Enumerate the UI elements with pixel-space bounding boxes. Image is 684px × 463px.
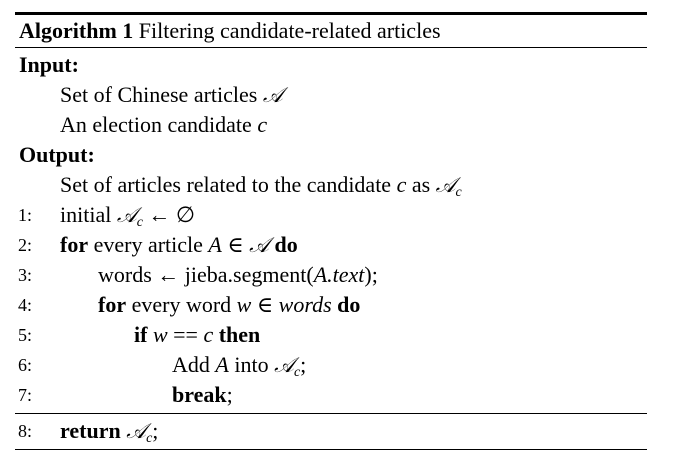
top-rule bbox=[15, 12, 647, 15]
step-8: 8: return 𝒜c; bbox=[18, 418, 159, 446]
input-item-articles: Set of Chinese articles 𝒜 bbox=[60, 82, 283, 107]
line-number: 8: bbox=[18, 421, 33, 441]
step-7: 7: break; bbox=[15, 380, 647, 410]
step-1: 1: initial 𝒜c ← ∅ bbox=[18, 202, 196, 230]
step-2: 2: for every article A ∈ 𝒜 do bbox=[15, 230, 647, 260]
output-item: Set of articles related to the candidate… bbox=[60, 172, 462, 200]
line-number: 5: bbox=[18, 325, 33, 345]
input-heading: Input: bbox=[19, 52, 79, 77]
step-5: 5: if w == c then bbox=[15, 320, 647, 350]
line-number: 6: bbox=[18, 355, 33, 375]
line-number: 7: bbox=[18, 385, 33, 405]
caption-label: Algorithm 1 bbox=[19, 18, 134, 43]
line-number: 2: bbox=[18, 235, 33, 255]
step-6: 6: Add A into 𝒜c; bbox=[18, 352, 307, 380]
line-number: 3: bbox=[18, 265, 33, 285]
output-heading: Output: bbox=[19, 142, 95, 167]
line-number: 1: bbox=[18, 205, 33, 225]
caption-title: Filtering candidate-related articles bbox=[138, 18, 441, 43]
line-number: 4: bbox=[18, 295, 33, 315]
bottom-rule bbox=[15, 449, 647, 450]
body-rule bbox=[15, 413, 647, 414]
step-4: 4: for every word w ∈ words do bbox=[15, 290, 647, 320]
step-3: 3: words ← jieba.segment(A.text); bbox=[15, 260, 647, 290]
algorithm-caption: Algorithm 1 Filtering candidate-related … bbox=[15, 16, 647, 46]
caption-rule bbox=[15, 47, 647, 48]
input-item-candidate: An election candidate c bbox=[60, 112, 268, 137]
